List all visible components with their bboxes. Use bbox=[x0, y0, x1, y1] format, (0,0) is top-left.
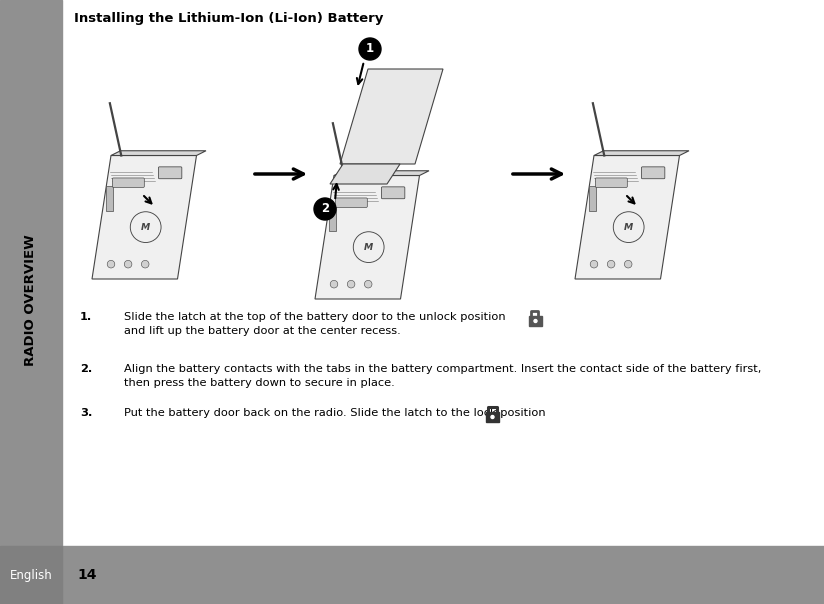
FancyBboxPatch shape bbox=[596, 178, 627, 187]
Circle shape bbox=[142, 260, 149, 268]
Polygon shape bbox=[334, 171, 429, 176]
Circle shape bbox=[124, 260, 132, 268]
Polygon shape bbox=[594, 151, 689, 155]
FancyBboxPatch shape bbox=[335, 198, 368, 207]
Polygon shape bbox=[575, 155, 680, 279]
Text: M: M bbox=[364, 243, 373, 252]
FancyBboxPatch shape bbox=[382, 187, 405, 199]
Bar bbox=[0, 0, 62, 546]
Text: 1: 1 bbox=[366, 42, 374, 56]
Text: .: . bbox=[502, 408, 506, 418]
Text: 14: 14 bbox=[77, 568, 96, 582]
Polygon shape bbox=[111, 151, 206, 155]
Text: Put the battery door back on the radio. Slide the latch to the lock position: Put the battery door back on the radio. … bbox=[124, 408, 545, 418]
Circle shape bbox=[107, 260, 115, 268]
Bar bbox=[486, 412, 499, 422]
Text: M: M bbox=[141, 223, 150, 231]
Text: and lift up the battery door at the center recess.: and lift up the battery door at the cent… bbox=[124, 326, 400, 336]
Bar bbox=[0, 546, 62, 604]
Polygon shape bbox=[315, 176, 419, 299]
Text: Installing the Lithium-Ion (Li-Ion) Battery: Installing the Lithium-Ion (Li-Ion) Batt… bbox=[74, 12, 383, 25]
Circle shape bbox=[625, 260, 632, 268]
Bar bbox=[106, 187, 113, 211]
FancyBboxPatch shape bbox=[641, 167, 665, 179]
FancyBboxPatch shape bbox=[112, 178, 144, 187]
Text: 1.: 1. bbox=[80, 312, 92, 322]
Text: Align the battery contacts with the tabs in the battery compartment. Insert the : Align the battery contacts with the tabs… bbox=[124, 364, 761, 374]
Bar bbox=[329, 207, 336, 231]
Text: RADIO OVERVIEW: RADIO OVERVIEW bbox=[25, 234, 38, 366]
Text: 2: 2 bbox=[321, 202, 329, 216]
Circle shape bbox=[359, 38, 381, 60]
Text: English: English bbox=[10, 568, 53, 582]
Circle shape bbox=[347, 280, 355, 288]
Text: 3.: 3. bbox=[80, 408, 92, 418]
Bar bbox=[0, 546, 824, 604]
Circle shape bbox=[330, 280, 338, 288]
Text: then press the battery down to secure in place.: then press the battery down to secure in… bbox=[124, 378, 395, 388]
Circle shape bbox=[607, 260, 615, 268]
Circle shape bbox=[314, 198, 336, 220]
Text: 2.: 2. bbox=[80, 364, 92, 374]
Bar bbox=[529, 316, 542, 326]
Bar bbox=[589, 187, 596, 211]
Polygon shape bbox=[330, 164, 400, 184]
Circle shape bbox=[491, 416, 494, 419]
Circle shape bbox=[590, 260, 597, 268]
Circle shape bbox=[364, 280, 372, 288]
FancyBboxPatch shape bbox=[158, 167, 182, 179]
Text: Slide the latch at the top of the battery door to the unlock position: Slide the latch at the top of the batter… bbox=[124, 312, 506, 322]
Polygon shape bbox=[340, 69, 443, 164]
Text: M: M bbox=[624, 223, 634, 231]
Circle shape bbox=[534, 320, 537, 323]
Polygon shape bbox=[92, 155, 196, 279]
